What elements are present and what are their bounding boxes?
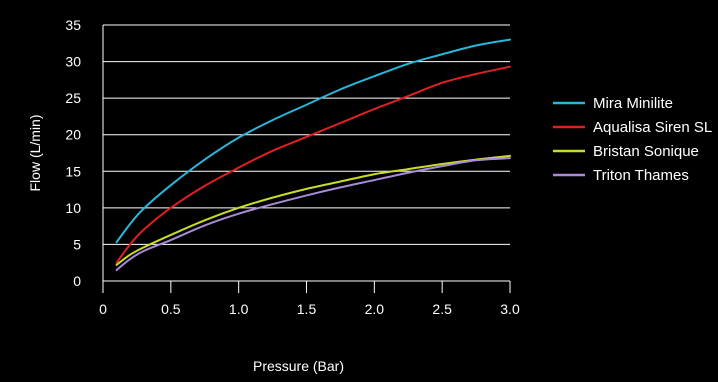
x-tick-label: 2.5 bbox=[432, 301, 452, 317]
x-tick-label: 0.5 bbox=[161, 301, 181, 317]
series-line-aqualisa-siren-sl bbox=[115, 65, 511, 264]
y-tick-label: 20 bbox=[65, 127, 81, 143]
x-tick-label: 1.0 bbox=[229, 301, 249, 317]
legend-label-mira-minilite: Mira Minilite bbox=[593, 95, 673, 112]
y-tick-label: 35 bbox=[65, 17, 81, 33]
x-axis-title: Pressure (Bar) bbox=[253, 358, 344, 374]
y-tick-label: 25 bbox=[65, 90, 81, 106]
series-lines bbox=[115, 38, 511, 272]
series-line-triton-thames bbox=[115, 157, 511, 272]
legend-label-bristan-sonique: Bristan Sonique bbox=[593, 143, 699, 160]
legend: Mira Minilite Aqualisa Siren SL Bristan So… bbox=[553, 95, 712, 184]
y-tick-label: 15 bbox=[65, 163, 81, 179]
x-tick-label: 0 bbox=[99, 301, 107, 317]
x-tick-label: 2.0 bbox=[365, 301, 385, 317]
y-tick-label: 0 bbox=[73, 273, 81, 289]
y-axis-title: Flow (L/min) bbox=[27, 114, 43, 191]
legend-label-aqualisa-siren-sl: Aqualisa Siren SL bbox=[593, 119, 712, 136]
legend-label-triton-thames: Triton Thames bbox=[593, 167, 689, 184]
axes: 0 5 10 15 20 25 30 35 0 0.5 1.0 1.5 2.0 2.5 3.0 bbox=[65, 17, 520, 317]
x-tick-label: 1.5 bbox=[297, 301, 317, 317]
series-line-bristan-sonique bbox=[115, 154, 511, 266]
x-tick-label: 3.0 bbox=[500, 301, 520, 317]
series-line-mira-minilite bbox=[115, 38, 511, 244]
y-tick-label: 5 bbox=[73, 236, 81, 252]
y-tick-label: 30 bbox=[65, 54, 81, 70]
y-tick-label: 10 bbox=[65, 200, 81, 216]
